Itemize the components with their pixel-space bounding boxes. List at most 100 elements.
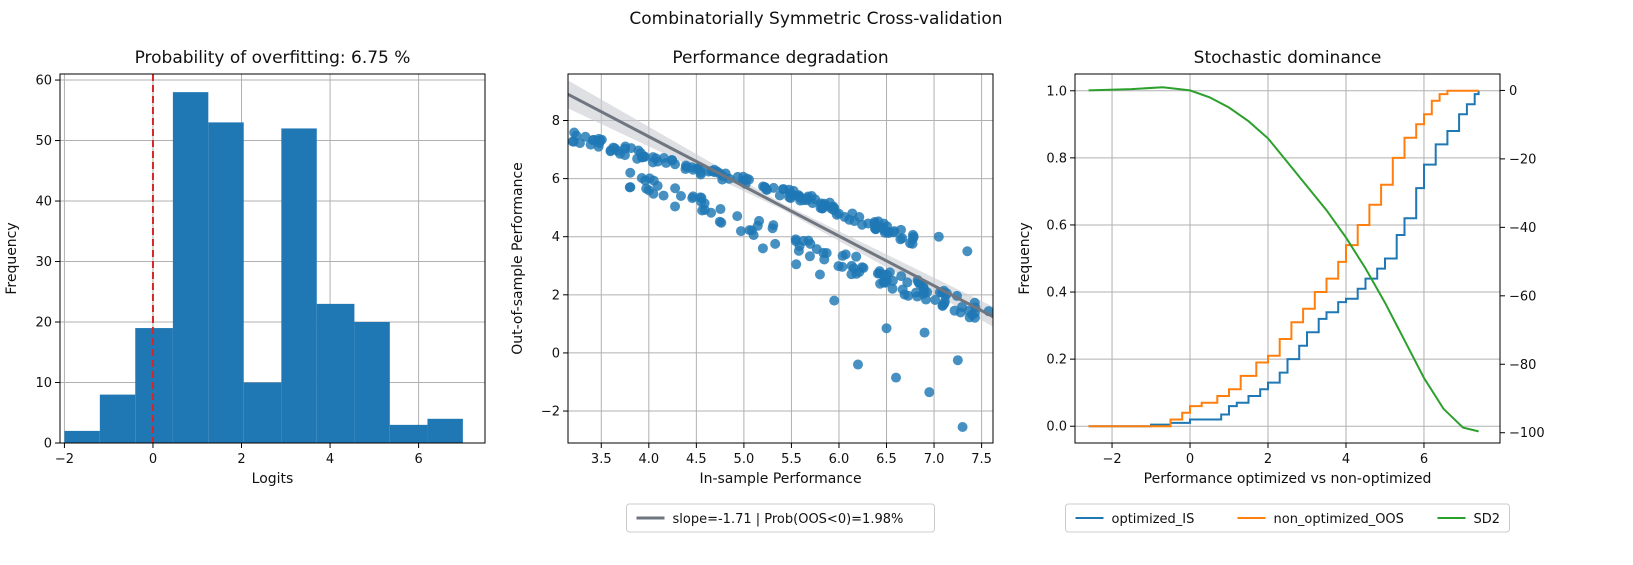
scatter-point (896, 271, 907, 282)
histogram-bar (208, 122, 244, 444)
scatter-point (878, 277, 889, 288)
y-tick-label: −2 (541, 405, 560, 420)
x-tick-label: −2 (55, 452, 74, 467)
y-tick-label: 0.6 (1046, 218, 1067, 233)
scatter-point (768, 220, 779, 231)
x-tick-label: 6.0 (829, 452, 850, 467)
plot-frame (1074, 73, 1501, 444)
histogram-bar (316, 303, 355, 443)
x-tick-label: 2 (1264, 452, 1272, 467)
confidence-band (568, 80, 993, 327)
scatter-point (899, 289, 910, 300)
scatter-area (568, 80, 993, 433)
scatter-point (696, 196, 707, 207)
x-tick-label: 7.5 (971, 452, 992, 467)
histogram-bar (389, 424, 428, 443)
scatter-point (881, 323, 892, 334)
scatter-point (588, 134, 599, 145)
scatter-point (626, 143, 637, 154)
dominance-panel: −2 0 2 4 60.00.20.40.60.81.0 0−20−40−60−80−10… (1017, 48, 1545, 533)
scatter-point (930, 294, 941, 305)
panel-title: Probability of overfitting: 6.75 % (135, 48, 411, 68)
scatter-point (851, 251, 862, 262)
y-tick-label: 60 (35, 74, 52, 89)
y-tick-label: 6 (552, 172, 560, 187)
histogram-bar (172, 92, 209, 444)
scatter-point (895, 224, 906, 235)
scatter-point (774, 190, 785, 201)
y2-tick-label: −60 (1509, 289, 1536, 304)
scatter-point (844, 214, 855, 225)
plot-frame (567, 73, 994, 444)
legend-label-non_optimized_OOS: non_optimized_OOS (1274, 512, 1404, 527)
scatter-point (770, 238, 781, 249)
scatter-point (643, 185, 654, 196)
scatter-point (619, 150, 630, 161)
scatter-point (907, 229, 918, 240)
y-tick-label: 8 (552, 114, 560, 129)
scatter-point (920, 294, 931, 305)
y-tick-label: 0.4 (1046, 286, 1067, 301)
scatter-point (716, 217, 727, 228)
scatter-point (902, 277, 913, 288)
x-tick-label: 5.0 (734, 452, 755, 467)
x-tick-label: 0 (1186, 452, 1194, 467)
scatter-point (879, 225, 890, 236)
y-tick-label: 50 (35, 134, 52, 149)
scatter-point (647, 157, 658, 168)
x-tick-label: 3.5 (591, 452, 612, 467)
scatter-point (675, 190, 686, 201)
y-tick-label: 0.2 (1046, 353, 1067, 368)
scatter-point (882, 269, 893, 280)
scatter-point (686, 162, 697, 173)
scatter-point (744, 225, 755, 236)
scatter-point (661, 157, 672, 168)
scatter-point (924, 387, 935, 398)
x-tick-label: 2 (237, 452, 245, 467)
histogram-bar (427, 418, 463, 443)
legend: optimized_IS non_optimized_OOS SD2 (1065, 503, 1510, 533)
scatter-point (919, 327, 930, 338)
scatter-point (895, 234, 906, 245)
scatter-point (891, 372, 902, 383)
legend-label: slope=-1.71 | Prob(OOS<0)=1.98% (673, 512, 904, 527)
x-tick-label: 0 (149, 452, 157, 467)
series-line-non_optimized_OOS (1088, 89, 1479, 428)
scatter-point (735, 226, 746, 237)
scatter-point (658, 190, 669, 201)
scatter-point (857, 262, 868, 273)
legend: slope=-1.71 | Prob(OOS<0)=1.98% (626, 503, 935, 533)
scatter-point (752, 220, 763, 231)
scatter-point (791, 259, 802, 270)
scatter-point (963, 305, 974, 316)
y-tick-label: 0 (552, 346, 560, 361)
scatter-point (807, 198, 818, 209)
y-tick-label: 2 (552, 288, 560, 303)
scatter-point (732, 211, 743, 222)
scatter-point (804, 251, 815, 262)
series-line-optimized_IS (1088, 90, 1480, 428)
scatter-point (933, 231, 944, 242)
legend-label-optimized_IS: optimized_IS (1112, 512, 1195, 527)
regression-line (568, 93, 993, 318)
x-tick-label: 4 (1342, 452, 1350, 467)
y-tick-label: 4 (552, 230, 560, 245)
panel-title: Stochastic dominance (1194, 48, 1382, 68)
scatter-point (912, 291, 923, 302)
scatter-point (793, 245, 804, 256)
y-tick-label: 30 (35, 255, 52, 270)
scatter-point (819, 254, 830, 265)
histogram-bar (354, 322, 390, 443)
y2-tick-label: −20 (1509, 152, 1536, 167)
legend-box (626, 503, 935, 533)
scatter-point (833, 261, 844, 272)
scatter-point (639, 151, 650, 162)
x-axis-label: Logits (252, 471, 294, 487)
scatter-point (851, 268, 862, 279)
scatter-point (670, 201, 681, 212)
scatter-point (840, 249, 851, 260)
scatter-point (805, 238, 816, 249)
y-tick-label: 20 (35, 316, 52, 331)
scatter-point (937, 300, 948, 311)
